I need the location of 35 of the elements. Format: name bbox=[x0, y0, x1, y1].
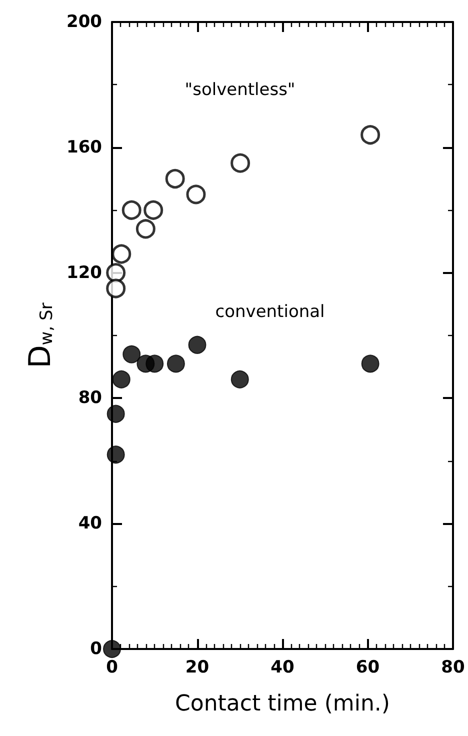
point bbox=[230, 153, 250, 173]
y-tick-label: 80 bbox=[78, 388, 102, 408]
point bbox=[361, 354, 380, 373]
y-tick-label: 40 bbox=[78, 514, 102, 534]
point bbox=[112, 244, 132, 264]
point bbox=[106, 446, 125, 464]
point bbox=[165, 169, 185, 188]
x-tick-label: 80 bbox=[441, 658, 465, 678]
point bbox=[230, 370, 249, 388]
x-tick-label: 60 bbox=[356, 658, 380, 678]
point bbox=[136, 219, 156, 239]
point bbox=[106, 404, 125, 423]
point bbox=[144, 200, 164, 220]
point bbox=[188, 336, 206, 354]
point bbox=[103, 640, 121, 658]
y-tick-label: 120 bbox=[66, 262, 102, 283]
x-tick-label: 0 bbox=[106, 658, 118, 678]
y-tick-label: 200 bbox=[66, 12, 102, 32]
point bbox=[112, 370, 130, 388]
point bbox=[122, 345, 141, 364]
y-tick-label: 160 bbox=[66, 137, 102, 158]
y-axis-title: Dw, Sr bbox=[23, 302, 58, 368]
point bbox=[186, 184, 206, 204]
x-axis-title: Contact time (min.) bbox=[175, 692, 390, 716]
annotation: conventional bbox=[215, 302, 325, 322]
point bbox=[146, 354, 164, 373]
annotation: "solventless" bbox=[184, 80, 296, 100]
point bbox=[106, 278, 126, 298]
point bbox=[106, 263, 126, 283]
y-tick-label: 0 bbox=[90, 639, 102, 659]
point bbox=[360, 125, 380, 145]
x-tick-label: 40 bbox=[270, 658, 294, 678]
point bbox=[122, 200, 142, 220]
x-tick-label: 20 bbox=[185, 658, 210, 678]
point bbox=[166, 354, 185, 373]
